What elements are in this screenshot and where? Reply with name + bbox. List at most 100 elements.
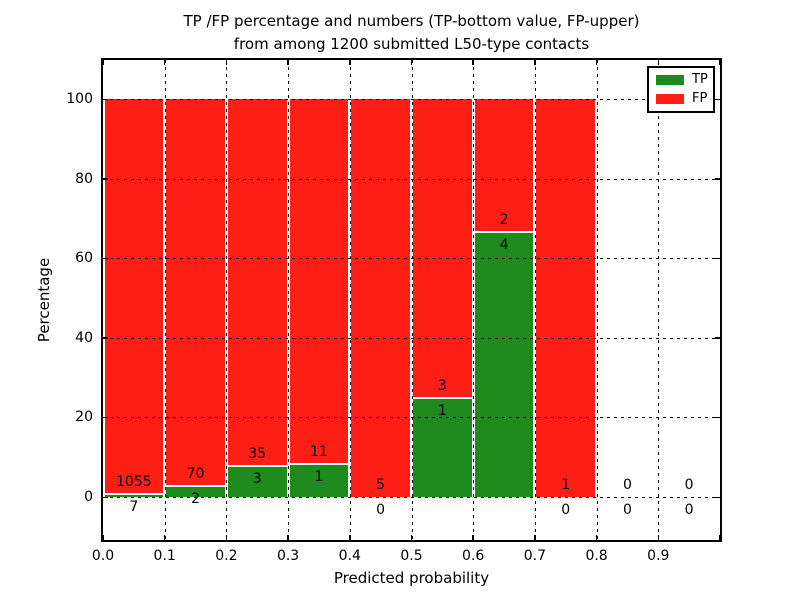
bar-segment-tp <box>413 397 472 497</box>
gridline-v <box>411 60 413 540</box>
fp-count-label: 35 <box>248 445 267 462</box>
x-tick-mark <box>595 535 598 540</box>
bar-segment-fp <box>227 99 287 466</box>
x-tick-label: 0.6 <box>462 548 485 564</box>
x-tick-mark <box>287 535 289 540</box>
gridline-v <box>349 60 351 540</box>
x-tick-label: 0.7 <box>523 548 547 564</box>
y-tick-mark <box>715 257 720 260</box>
gridline-v <box>596 60 598 540</box>
tp-count-label: 4 <box>499 236 509 253</box>
y-tick-mark <box>103 337 108 339</box>
y-tick-label: 80 <box>75 170 93 187</box>
legend-swatch-tp <box>656 75 684 85</box>
x-tick-mark <box>102 535 104 540</box>
x-tick-mark <box>534 535 536 540</box>
tp-count-label: 3 <box>252 470 262 487</box>
x-tick-mark <box>595 60 598 65</box>
x-tick-mark <box>225 535 228 540</box>
y-tick-label: 60 <box>75 250 93 267</box>
gridline-v <box>226 60 228 540</box>
y-tick-mark <box>715 337 720 339</box>
fp-count-label: 2 <box>499 211 509 228</box>
y-tick-mark <box>103 178 108 180</box>
x-tick-mark <box>287 60 289 65</box>
x-axis-label: Predicted probability <box>333 569 490 587</box>
x-tick-mark <box>410 60 413 65</box>
tp-count-label: 0 <box>622 502 632 518</box>
y-tick-label: 0 <box>84 489 93 505</box>
y-tick-mark <box>715 98 720 100</box>
bar-segment-fp <box>351 99 410 497</box>
bar-segment-tp <box>166 485 225 497</box>
x-tick-mark <box>163 60 166 65</box>
gridline-v <box>534 60 536 540</box>
tp-count-label: 0 <box>376 502 386 518</box>
gridline-v <box>288 60 290 540</box>
gridline-v <box>473 60 475 540</box>
y-tick-mark <box>103 257 108 260</box>
gridline-v <box>164 60 166 540</box>
fp-count-label: 0 <box>622 477 632 493</box>
tp-count-label: 1 <box>314 468 324 485</box>
x-tick-mark <box>410 535 413 540</box>
fp-count-label: 3 <box>437 377 447 394</box>
legend-item-fp: FP <box>656 91 708 106</box>
tp-count-label: 1 <box>437 402 447 419</box>
fp-count-label: 70 <box>186 465 205 482</box>
legend-label-tp: TP <box>692 72 708 87</box>
legend-label-fp: FP <box>692 91 708 106</box>
x-tick-mark <box>349 535 351 540</box>
bar-segment-tp <box>104 494 164 497</box>
bar-edge-separator <box>474 230 534 233</box>
x-tick-mark <box>472 60 474 65</box>
chart-title-line1: TP /FP percentage and numbers (TP-bottom… <box>183 12 640 30</box>
bar-segment-fp <box>166 99 225 486</box>
fp-count-label: 0 <box>684 477 694 493</box>
y-tick-mark <box>103 496 108 498</box>
x-tick-label: 0.8 <box>585 548 608 564</box>
bar-segment-fp <box>289 99 349 464</box>
plot-area: 1055 7 70 2 35 3 11 1 5 0 3 1 2 4 1 0 0 0 0 0 <box>101 58 722 542</box>
tp-count-label: 7 <box>129 499 139 516</box>
legend-swatch-fp <box>656 94 684 104</box>
bar-edge-separator <box>166 484 225 487</box>
y-tick-label: 40 <box>75 329 93 346</box>
tp-count-label: 0 <box>561 502 571 518</box>
x-tick-mark <box>472 535 474 540</box>
x-tick-label: 0.1 <box>153 548 176 564</box>
bar-edge-separator <box>289 462 349 465</box>
fp-count-label: 5 <box>376 477 386 493</box>
gridline-v <box>658 60 660 540</box>
x-tick-label: 0.3 <box>276 548 300 564</box>
bar-edge-separator <box>227 464 287 467</box>
legend: TP FP <box>647 66 715 113</box>
x-tick-label: 0.2 <box>215 548 238 564</box>
x-tick-mark <box>102 60 104 65</box>
bar-segment-fp <box>413 99 472 398</box>
legend-item-tp: TP <box>656 72 708 87</box>
x-tick-label: 0.4 <box>338 548 361 564</box>
x-tick-mark <box>225 60 228 65</box>
y-tick-mark <box>715 496 720 498</box>
chart-title-line2: from among 1200 submitted L50-type conta… <box>233 35 590 53</box>
x-tick-label: 0.5 <box>400 548 423 564</box>
y-tick-mark <box>103 98 108 100</box>
bar-edge-separator <box>413 396 472 399</box>
x-tick-label: 0.9 <box>647 548 670 564</box>
y-tick-mark <box>103 416 108 419</box>
bar-segment-tp <box>474 231 534 497</box>
bar-segment-tp <box>289 463 349 497</box>
x-tick-label: 0.0 <box>91 548 115 564</box>
tp-count-label: 2 <box>191 490 201 507</box>
fp-count-label: 1055 <box>116 474 152 491</box>
x-tick-mark <box>163 535 166 540</box>
bar-segment-fp <box>536 99 596 497</box>
x-tick-mark <box>719 60 721 65</box>
x-tick-mark <box>657 535 660 540</box>
bar-segment-fp <box>474 99 534 232</box>
fp-count-label: 1 <box>561 477 571 493</box>
tp-count-label: 0 <box>684 502 694 518</box>
fp-count-label: 11 <box>310 443 328 460</box>
